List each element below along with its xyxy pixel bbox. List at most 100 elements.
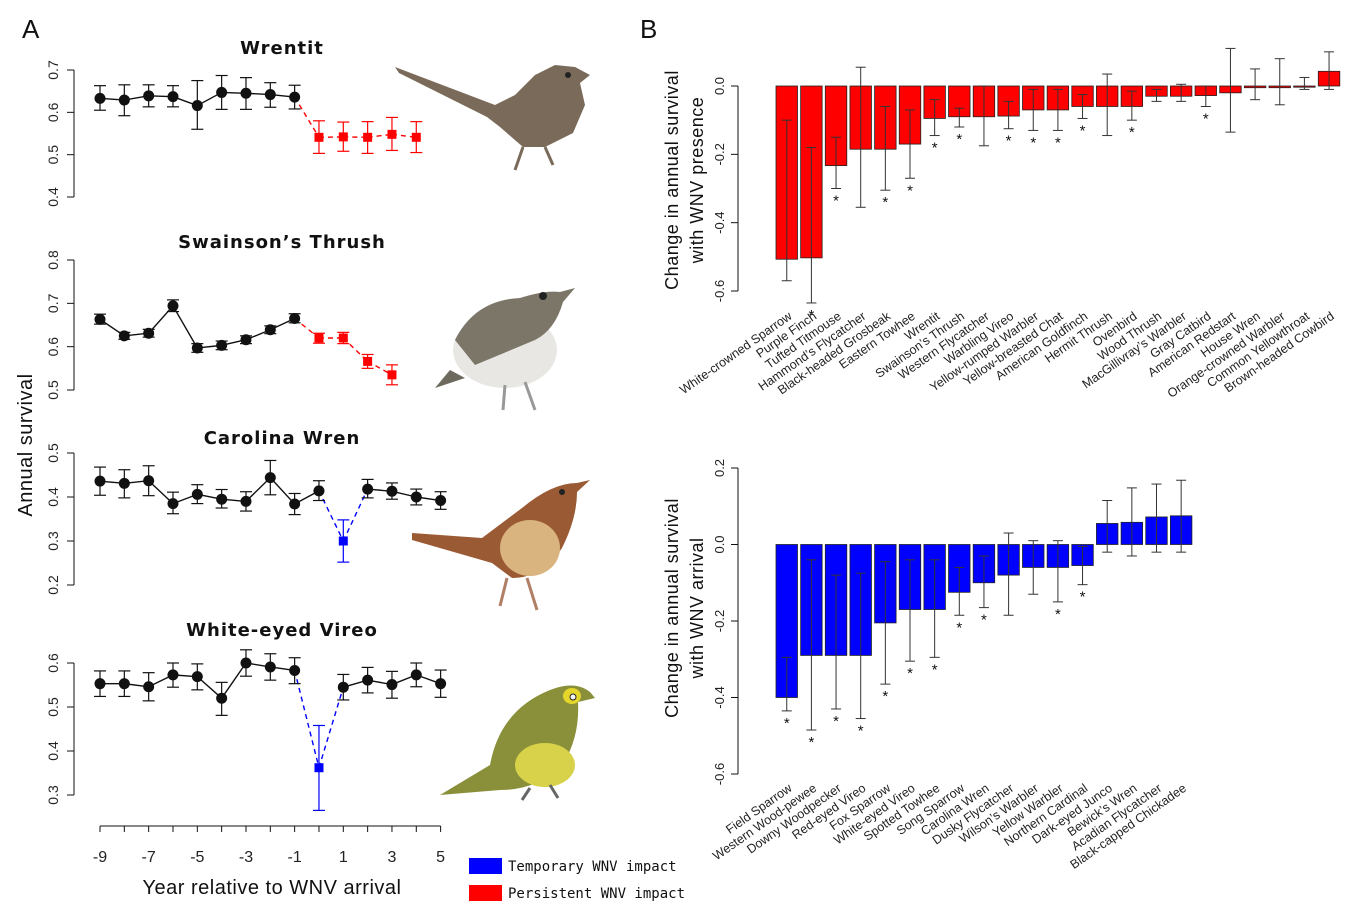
significance-star-presence: * <box>956 131 962 148</box>
significance-star-arrival: * <box>784 715 790 732</box>
data-point-carolina-wren <box>143 475 155 487</box>
y-tick-label-swainsons-thrush: 0.6 <box>45 337 61 357</box>
white-eyed-vireo-illustration-icon <box>440 685 595 801</box>
y-tick-label-wrentit: 0.5 <box>45 145 61 165</box>
significance-star-presence: * <box>1006 133 1012 150</box>
legend-swatch-temporary <box>469 858 502 874</box>
data-point-carolina-wren <box>435 495 447 507</box>
y-axis-label-line1-arrival: Change in annual survival <box>662 498 682 718</box>
data-point-swainsons-thrush <box>289 313 301 324</box>
significance-star-presence: * <box>1129 124 1135 141</box>
significance-star-presence: * <box>808 307 814 324</box>
x-tick-label: 3 <box>388 849 397 866</box>
wrentit-illustration-icon <box>395 65 590 171</box>
series-segment-carolina-wren <box>269 477 296 505</box>
data-point-carolina-wren <box>386 485 398 497</box>
data-point-wrentit <box>387 129 397 139</box>
significance-star-arrival: * <box>907 665 913 682</box>
x-axis: -9 -7 -5 -3 -1 1 3 5 <box>93 825 445 866</box>
series-segment-white-eyed-vireo <box>293 670 320 768</box>
data-point-wrentit <box>411 132 421 142</box>
significance-star-presence: * <box>1055 134 1061 151</box>
series-segment-white-eyed-vireo <box>318 686 344 768</box>
y-tick-label-arrival: -0.4 <box>712 686 727 708</box>
y-tick-label-swainsons-thrush: 0.8 <box>45 250 61 270</box>
significance-star-arrival: * <box>932 661 938 678</box>
y-tick-label-swainsons-thrush: 0.7 <box>45 293 61 313</box>
legend-label-persistent: Persistent WNV impact <box>508 886 685 902</box>
y-tick-label-carolina-wren: 0.5 <box>45 443 61 463</box>
significance-star-presence: * <box>1080 122 1086 139</box>
significance-star-presence: * <box>1030 134 1036 151</box>
data-point-white-eyed-vireo <box>410 669 422 681</box>
line-chart-white-eyed-vireo: White-eyed Vireo 0.3 0.4 0.5 0.6 <box>45 620 447 812</box>
significance-star-arrival: * <box>833 713 839 730</box>
significance-star-arrival: * <box>981 612 987 629</box>
significance-star-presence: * <box>932 140 938 157</box>
x-tick-label: 5 <box>436 849 445 866</box>
chart-title-wrentit: Wrentit <box>240 38 324 59</box>
y-tick-label-carolina-wren: 0.4 <box>45 487 61 507</box>
data-point-white-eyed-vireo <box>167 669 179 681</box>
data-point-wrentit <box>363 132 373 142</box>
data-point-swainsons-thrush <box>240 334 252 346</box>
y-tick-label-wrentit: 0.6 <box>45 102 61 122</box>
data-point-carolina-wren <box>313 485 325 497</box>
data-point-swainsons-thrush <box>216 339 228 351</box>
data-point-swainsons-thrush <box>363 356 373 366</box>
data-point-swainsons-thrush <box>264 324 276 336</box>
data-point-carolina-wren <box>94 475 106 487</box>
series-segment-swainsons-thrush <box>172 305 198 349</box>
data-point-white-eyed-vireo <box>216 692 228 704</box>
y-tick-label-presence: -0.4 <box>712 211 727 233</box>
x-tick-label: -5 <box>190 849 204 866</box>
significance-star-presence: * <box>907 182 913 199</box>
data-point-white-eyed-vireo <box>386 679 398 691</box>
series-segment-white-eyed-vireo <box>221 662 247 699</box>
chart-title-swainsons-thrush: Swainson’s Thrush <box>178 232 386 253</box>
y-tick-label-white-eyed-vireo: 0.5 <box>45 697 61 717</box>
series-segment-carolina-wren <box>148 480 174 505</box>
series-segment-carolina-wren <box>342 488 369 542</box>
data-point-carolina-wren <box>338 536 348 546</box>
data-point-wrentit <box>240 87 252 99</box>
data-point-swainsons-thrush <box>191 342 203 354</box>
significance-star-arrival: * <box>1080 589 1086 606</box>
legend-label-temporary: Temporary WNV impact <box>508 859 677 875</box>
series-segment-carolina-wren <box>318 490 344 542</box>
significance-star-arrival: * <box>808 734 814 751</box>
y-tick-label-presence: -0.6 <box>712 280 727 302</box>
data-point-swainsons-thrush <box>94 313 106 325</box>
panel-label-a: A <box>22 14 40 44</box>
y-tick-label-arrival: -0.6 <box>712 763 727 785</box>
y-tick-label-white-eyed-vireo: 0.4 <box>45 741 61 761</box>
data-point-wrentit <box>191 100 203 112</box>
y-axis-label: Annual survival <box>15 373 37 516</box>
data-point-wrentit <box>216 86 228 98</box>
bar-chart-arrival: Change in annual survival with WNV arriva… <box>662 459 1193 872</box>
data-point-white-eyed-vireo <box>314 763 324 773</box>
data-point-carolina-wren <box>167 498 179 510</box>
significance-star-presence: * <box>1203 111 1209 128</box>
legend-swatch-persistent <box>469 885 502 901</box>
data-point-swainsons-thrush <box>143 327 155 339</box>
y-axis-label-line2-presence: with WNV presence <box>687 97 707 265</box>
line-chart-wrentit: Wrentit 0.4 0.5 0.6 0.7 <box>45 38 423 207</box>
y-tick-label-wrentit: 0.7 <box>45 60 61 80</box>
data-point-carolina-wren <box>191 488 203 500</box>
data-point-white-eyed-vireo <box>289 664 301 676</box>
y-tick-label-carolina-wren: 0.3 <box>45 531 61 551</box>
data-point-swainsons-thrush <box>314 333 324 343</box>
data-point-white-eyed-vireo <box>337 681 349 693</box>
significance-star-presence: * <box>833 193 839 210</box>
series-segment-wrentit <box>294 96 320 138</box>
x-tick-label: 1 <box>339 849 348 866</box>
line-chart-carolina-wren: Carolina Wren 0.2 0.3 0.4 0.5 <box>45 428 447 595</box>
data-point-white-eyed-vireo <box>362 674 374 686</box>
y-axis-label-line2-arrival: with WNV arrival <box>687 537 707 679</box>
data-point-wrentit <box>118 94 130 106</box>
data-point-wrentit <box>264 89 276 101</box>
significance-star-arrival: * <box>882 688 888 705</box>
data-point-white-eyed-vireo <box>143 681 155 693</box>
